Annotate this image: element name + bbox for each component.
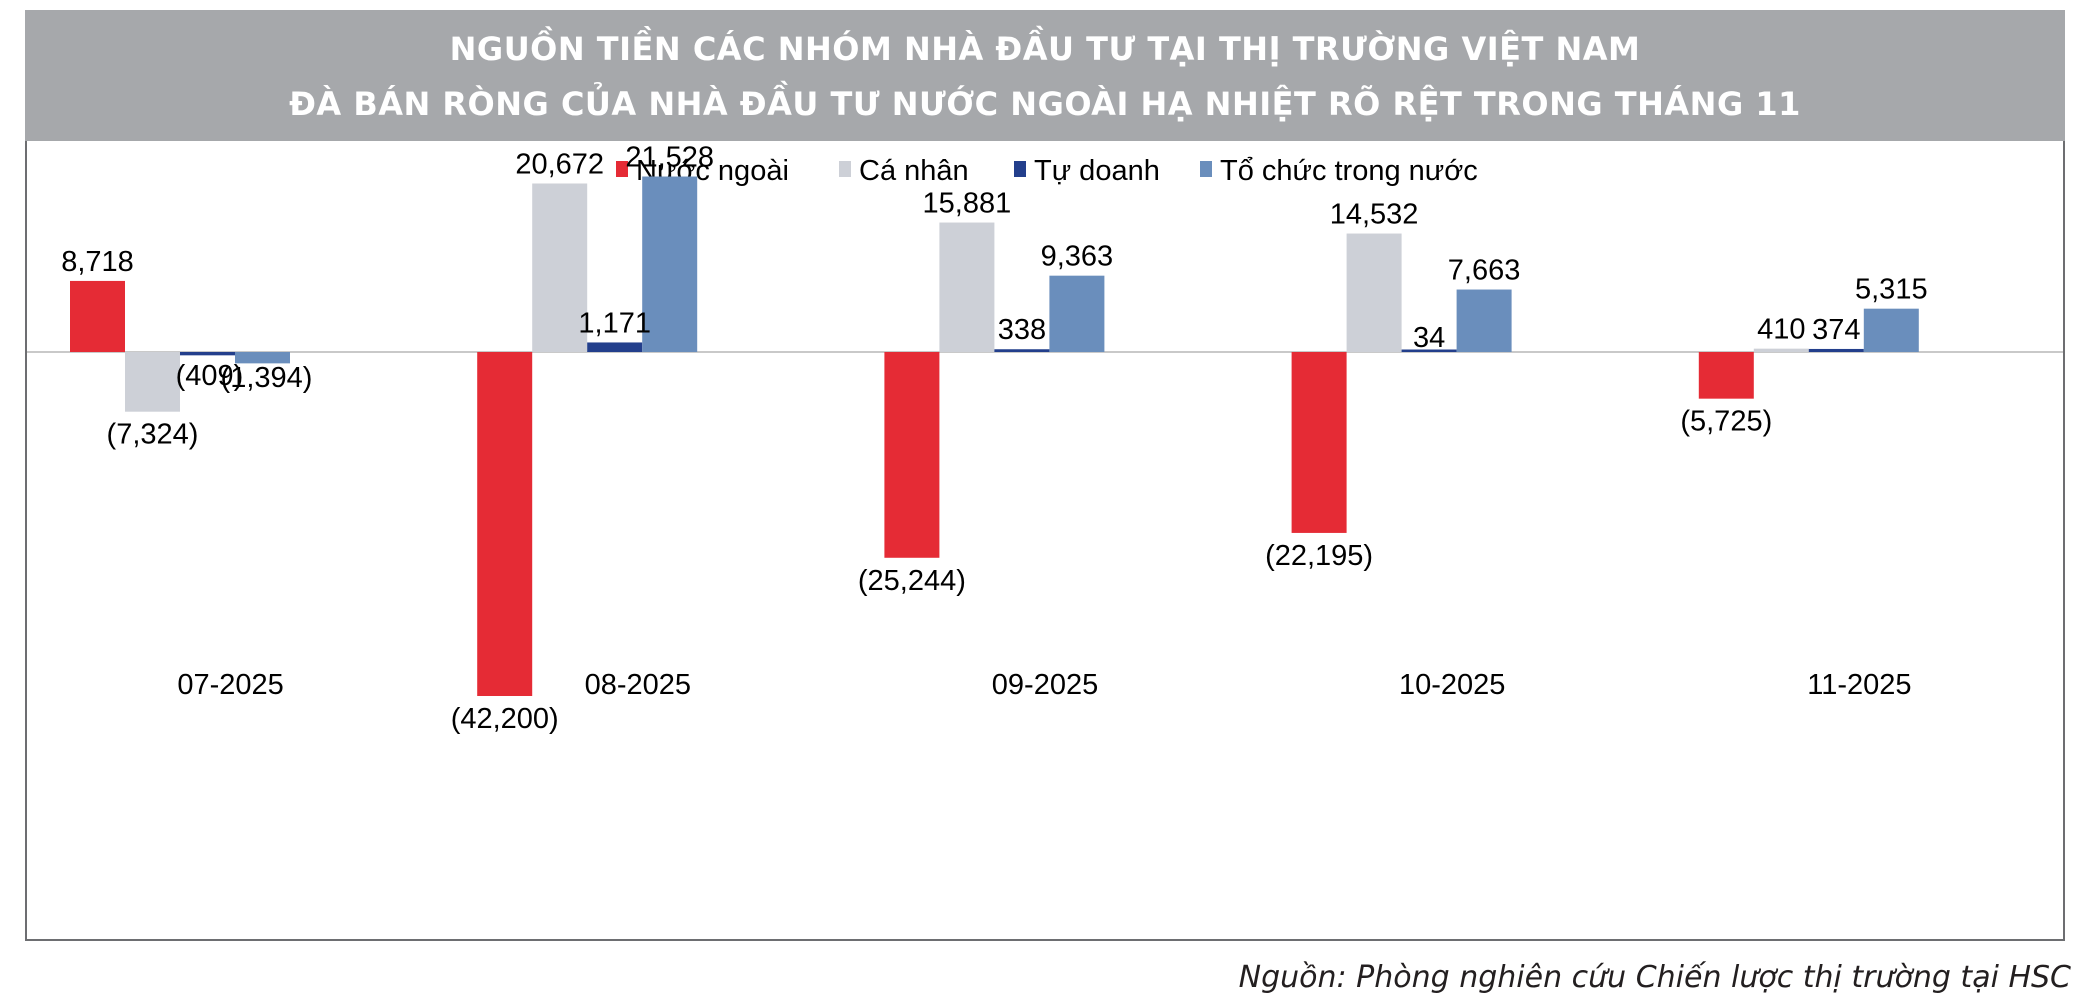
bar-to-chuc-trong-nuoc-07-2025 bbox=[235, 352, 290, 364]
category-labels-group: 07-2025 08-2025 09-2025 10-2025 11-2025 bbox=[177, 669, 1911, 701]
plot-area: Nước ngoài Cá nhân Tự doanh Tổ chức trong n… bbox=[25, 141, 2065, 941]
bar-to-chuc-trong-nuoc-11-2025 bbox=[1863, 308, 1919, 352]
bar-nuoc-ngoai-09-2025 bbox=[884, 352, 940, 558]
bar-ca-nhan-07-2025 bbox=[125, 352, 180, 412]
legend-swatch-nuoc-ngoai bbox=[616, 161, 628, 177]
data-label-ca-nhan-09-2025: 15,881 bbox=[923, 188, 1012, 220]
bar-ca-nhan-08-2025 bbox=[532, 183, 588, 352]
bar-nuoc-ngoai-07-2025 bbox=[70, 280, 125, 352]
data-label-tu-doanh-11-2025: 374 bbox=[1812, 314, 1860, 346]
data-label-to-chuc-trong-nuoc-10-2025: 7,663 bbox=[1448, 255, 1521, 287]
data-label-tu-doanh-08-2025: 1,171 bbox=[578, 307, 651, 339]
source-note: Nguồn: Phòng nghiên cứu Chiến lược thị t… bbox=[1238, 960, 2071, 995]
data-label-ca-nhan-11-2025: 410 bbox=[1757, 314, 1805, 346]
legend-label-tu-doanh: Tự doanh bbox=[1034, 155, 1160, 187]
bar-tu-doanh-10-2025 bbox=[1401, 349, 1457, 352]
bars-group bbox=[70, 176, 1919, 696]
legend: Nước ngoài Cá nhân Tự doanh Tổ chức trong n… bbox=[616, 155, 1478, 187]
data-label-tu-doanh-09-2025: 338 bbox=[998, 314, 1046, 346]
legend-swatch-tu-doanh bbox=[1014, 161, 1026, 177]
bar-ca-nhan-11-2025 bbox=[1753, 348, 1809, 352]
data-label-nuoc-ngoai-10-2025: (22,195) bbox=[1265, 540, 1373, 572]
category-label-07-2025: 07-2025 bbox=[177, 669, 283, 701]
bar-nuoc-ngoai-08-2025 bbox=[477, 352, 533, 696]
category-label-11-2025: 11-2025 bbox=[1807, 669, 1911, 701]
data-label-ca-nhan-07-2025: (7,324) bbox=[107, 419, 199, 451]
bar-to-chuc-trong-nuoc-09-2025 bbox=[1049, 275, 1105, 352]
legend-label-ca-nhan: Cá nhân bbox=[859, 155, 969, 187]
chart-title: NGUỒN TIỀN CÁC NHÓM NHÀ ĐẦU TƯ TẠI THỊ T… bbox=[449, 30, 1641, 68]
bar-tu-doanh-07-2025 bbox=[180, 352, 235, 356]
category-label-08-2025: 08-2025 bbox=[585, 669, 691, 701]
category-label-09-2025: 09-2025 bbox=[992, 669, 1098, 701]
data-label-nuoc-ngoai-09-2025: (25,244) bbox=[858, 565, 966, 597]
data-label-nuoc-ngoai-08-2025: (42,200) bbox=[451, 703, 559, 735]
category-label-10-2025: 10-2025 bbox=[1399, 669, 1505, 701]
data-label-to-chuc-trong-nuoc-09-2025: 9,363 bbox=[1041, 241, 1114, 273]
bar-tu-doanh-11-2025 bbox=[1808, 348, 1864, 352]
data-label-tu-doanh-10-2025: 34 bbox=[1413, 322, 1445, 354]
data-labels-group: 8,718 (7,324) (409)(1,394) (42,200) 20,672 1,… bbox=[61, 142, 1927, 735]
data-label-to-chuc-trong-nuoc-07-2025: (1,394) bbox=[221, 362, 313, 394]
bar-chart: Nước ngoài Cá nhân Tự doanh Tổ chức trong n… bbox=[27, 142, 2063, 735]
bar-to-chuc-trong-nuoc-08-2025 bbox=[642, 176, 698, 352]
bar-ca-nhan-10-2025 bbox=[1346, 233, 1402, 352]
data-label-to-chuc-trong-nuoc-11-2025: 5,315 bbox=[1855, 274, 1928, 306]
data-label-nuoc-ngoai-07-2025: 8,718 bbox=[61, 246, 134, 278]
bar-tu-doanh-09-2025 bbox=[994, 349, 1050, 352]
legend-swatch-to-chuc-trong-nuoc bbox=[1200, 161, 1212, 177]
data-label-tu-doanh-07-2025: (409) bbox=[176, 360, 244, 392]
chart-subtitle: ĐÀ BÁN RÒNG CỦA NHÀ ĐẦU TƯ NƯỚC NGOÀI HẠ… bbox=[289, 85, 1801, 123]
chart-header: NGUỒN TIỀN CÁC NHÓM NHÀ ĐẦU TƯ TẠI THỊ T… bbox=[25, 10, 2065, 141]
data-label-nuoc-ngoai-11-2025: (5,725) bbox=[1680, 406, 1772, 438]
data-label-ca-nhan-08-2025: 20,672 bbox=[515, 148, 604, 180]
bar-tu-doanh-08-2025 bbox=[587, 342, 643, 352]
bar-to-chuc-trong-nuoc-10-2025 bbox=[1456, 289, 1512, 352]
bar-ca-nhan-09-2025 bbox=[939, 222, 995, 352]
legend-label-to-chuc-trong-nuoc: Tổ chức trong nước bbox=[1220, 155, 1478, 187]
bar-nuoc-ngoai-11-2025 bbox=[1698, 352, 1754, 399]
bar-nuoc-ngoai-10-2025 bbox=[1291, 352, 1347, 533]
legend-swatch-ca-nhan bbox=[839, 161, 851, 177]
data-label-to-chuc-trong-nuoc-08-2025: 21,528 bbox=[625, 142, 714, 174]
data-label-ca-nhan-10-2025: 14,532 bbox=[1330, 199, 1419, 231]
